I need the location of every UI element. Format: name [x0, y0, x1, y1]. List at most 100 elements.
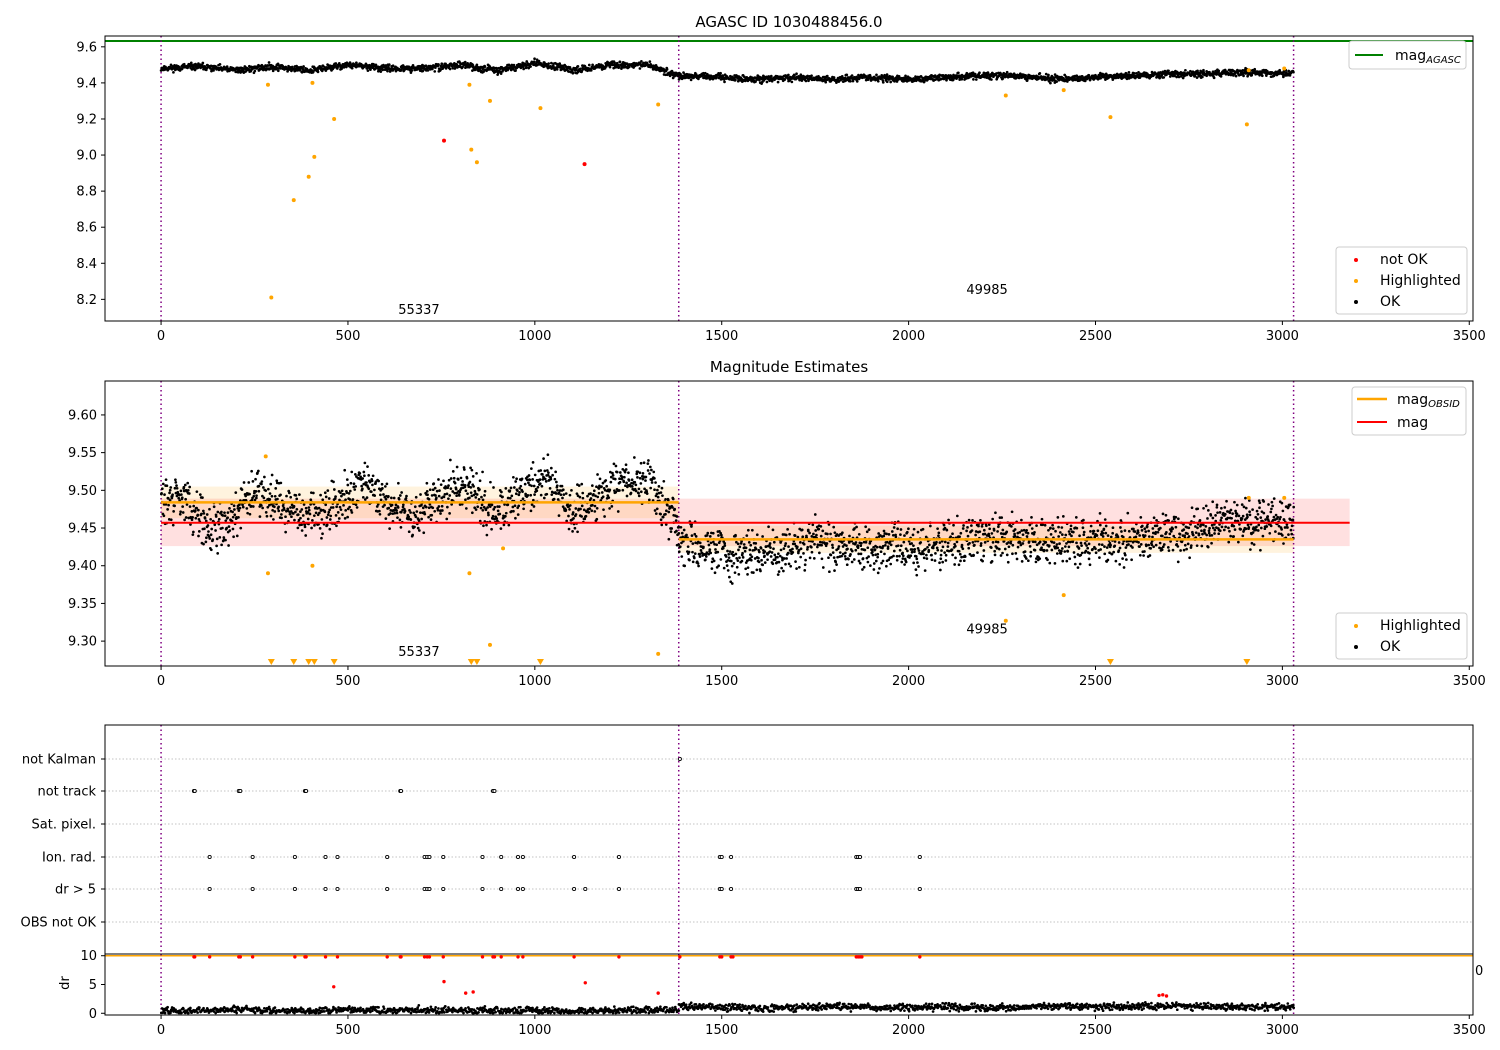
ok-point	[296, 513, 300, 516]
ok-point	[165, 484, 169, 488]
ok-point	[332, 480, 335, 484]
ok-point	[947, 518, 950, 522]
highlighted-point	[474, 160, 479, 165]
ok-point	[439, 512, 442, 515]
ok-point	[955, 540, 959, 544]
ok-point	[237, 516, 240, 519]
ok-point	[567, 514, 570, 518]
ok-point	[430, 513, 434, 517]
ok-point	[747, 541, 751, 544]
ok-point	[458, 503, 462, 506]
x-tick-label: 3500	[1453, 329, 1486, 344]
ok-point	[198, 493, 202, 497]
plot-frame	[104, 35, 1474, 322]
ok-point	[922, 552, 925, 556]
ok-point	[290, 515, 293, 519]
ok-point	[397, 497, 401, 501]
ok-point	[319, 493, 322, 497]
ok-point	[362, 482, 366, 486]
ok-point	[350, 511, 354, 514]
ok-point	[423, 512, 427, 516]
ok-point	[759, 546, 763, 550]
ok-point	[662, 479, 666, 483]
ok-point	[913, 550, 916, 554]
ok-point	[518, 491, 521, 494]
ok-point	[525, 66, 528, 69]
ok-point	[172, 70, 175, 74]
ok-point	[442, 495, 446, 499]
ok-point	[343, 468, 347, 472]
ok-point	[816, 545, 819, 549]
ok-point	[300, 529, 304, 532]
ok-point	[1005, 70, 1009, 74]
ok-point	[231, 527, 235, 531]
ok-point	[346, 483, 350, 487]
ok-point	[603, 515, 606, 518]
ok-point	[895, 558, 899, 562]
ok-point	[238, 506, 242, 510]
ok-point	[179, 489, 183, 493]
ok-point	[302, 65, 305, 68]
ok-point	[295, 507, 299, 511]
ok-point	[960, 77, 964, 81]
legend-mag-agasc: magAGASC	[1348, 40, 1467, 70]
ok-point	[627, 479, 631, 482]
ok-point	[447, 484, 450, 487]
ok-point	[716, 550, 720, 554]
ok-point	[370, 479, 374, 483]
ok-point	[1028, 523, 1032, 527]
ok-point	[412, 511, 416, 515]
ok-point	[542, 496, 546, 500]
ok-point	[440, 504, 444, 508]
ok-point	[269, 514, 273, 518]
ok-point	[183, 483, 187, 487]
ok-point	[638, 471, 642, 475]
ok-point	[384, 497, 388, 501]
ok-point	[1288, 73, 1292, 77]
ok-point	[193, 509, 197, 513]
ok-point	[963, 555, 967, 558]
ok-point	[389, 512, 392, 515]
ok-point	[715, 543, 719, 547]
ok-point	[803, 563, 807, 567]
ok-point	[624, 463, 628, 467]
ok-point	[250, 469, 253, 473]
ok-point	[799, 555, 803, 559]
ok-point	[696, 562, 700, 565]
ok-point	[334, 62, 338, 65]
ok-point	[514, 516, 517, 520]
ok-point	[581, 491, 585, 495]
ok-point	[338, 498, 341, 502]
ok-point	[260, 482, 263, 486]
ok-point	[858, 561, 862, 565]
ok-point	[388, 527, 391, 530]
ok-point	[641, 477, 645, 481]
ok-point	[540, 484, 544, 488]
ok-point	[184, 516, 188, 519]
ok-point	[224, 538, 227, 542]
ok-point	[399, 526, 403, 529]
ok-point	[533, 473, 537, 477]
ok-point	[723, 80, 726, 84]
ok-point	[246, 511, 249, 515]
highlighted-point	[332, 116, 337, 121]
ok-point	[866, 560, 870, 564]
ok-point	[845, 563, 849, 567]
ok-point	[478, 488, 481, 491]
y-tick-label: 8.6	[76, 221, 97, 236]
ok-point	[478, 479, 482, 483]
ok-point	[683, 564, 687, 568]
ok-point	[172, 510, 175, 513]
ok-point	[917, 565, 920, 568]
ok-point	[706, 531, 710, 535]
ok-point	[343, 516, 347, 520]
ok-point	[531, 461, 535, 464]
ok-point	[680, 555, 684, 558]
ok-point	[847, 557, 850, 561]
ok-point	[981, 559, 984, 563]
ok-point	[904, 560, 908, 564]
ok-point	[371, 474, 375, 478]
ok-point	[203, 527, 206, 531]
ok-point	[735, 565, 739, 569]
